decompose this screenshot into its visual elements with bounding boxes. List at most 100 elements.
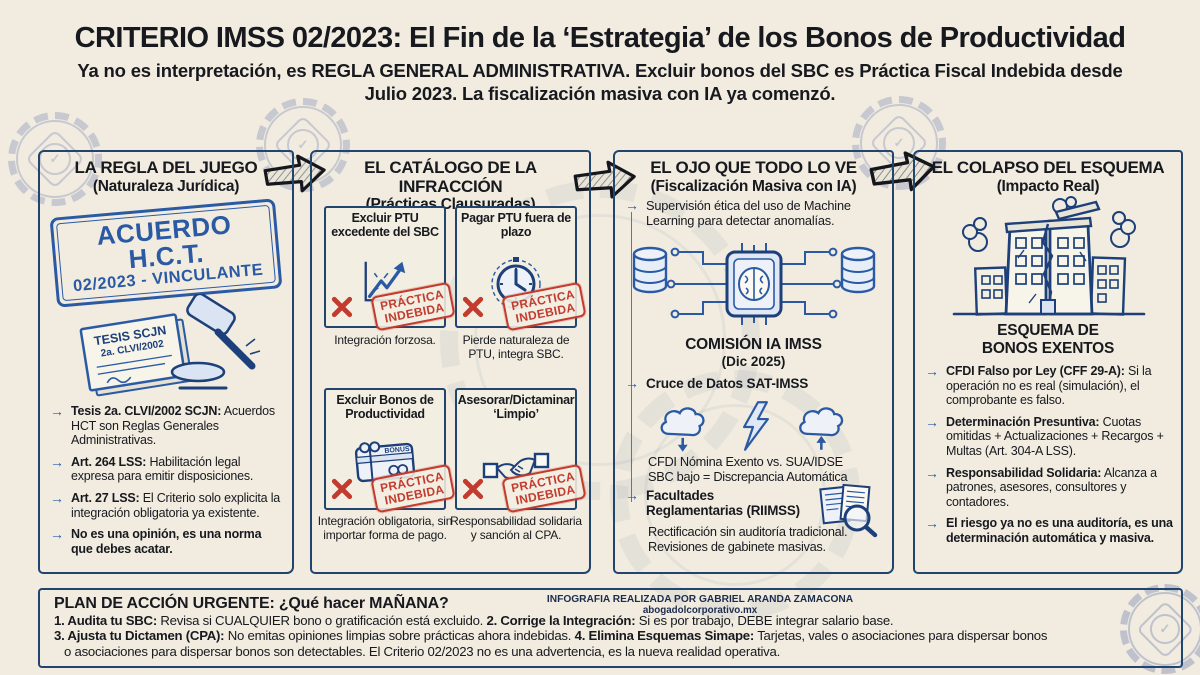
documents-magnifier-icon — [819, 483, 878, 538]
x-mark-icon — [331, 296, 353, 318]
arrow-right-icon: → — [925, 464, 939, 481]
credit-website: abogadolcorporativo.mx — [642, 605, 758, 616]
note-line2: Revisiones de gabinete masivas. — [648, 539, 826, 554]
action-text: o asociaciones para dispersar bonos son … — [64, 643, 781, 659]
cloud-upload-icon — [798, 407, 843, 450]
action-lead: 3. Ajusta tu Dictamen (CPA): — [54, 628, 225, 644]
acuerdo-hct-stamp: ACUERDO H.C.T. 02/2023 - VINCULANTE — [49, 198, 283, 308]
list-item: → No es una opinión, es una norma que de… — [50, 527, 286, 556]
bullet-text: Supervisión ética del uso de Machine Lea… — [646, 198, 851, 228]
list-item: → Responsabilidad Solidaria: Alcanza a p… — [925, 466, 1175, 510]
card-title: Excluir PTU excedente del SBC — [331, 211, 439, 239]
panel-title: LA REGLA DEL JUEGO (Naturaleza Jurídica) — [40, 158, 292, 195]
panel-title: EL OJO QUE TODO LO VE (Fiscalización Mas… — [615, 158, 892, 195]
bullet-lead: Art. 264 LSS: — [71, 454, 147, 469]
tesis-document-icon: TESIS SCJN 2a. CLVI/2002 — [79, 313, 193, 397]
arrow-right-icon: → — [50, 403, 64, 419]
note-line1: Rectificación sin auditoría tradicional. — [648, 524, 848, 539]
author-credit: INFOGRAFIA REALIZADA POR GABRIEL ARANDA … — [540, 594, 860, 616]
bullet-text: Determinación Presuntiva: Cuotas omitida… — [946, 415, 1175, 459]
bullet-text: CFDI Falso por Ley (CFF 29-A): Si la ope… — [946, 364, 1175, 408]
bullet-text: Art. 27 LSS: El Criterio solo explicita … — [71, 491, 286, 520]
card-caption: Integración obligatoria, sin importar fo… — [317, 514, 453, 542]
action-line: 3. Ajusta tu Dictamen (CPA): No emitas o… — [54, 628, 1167, 643]
x-mark-icon — [462, 478, 484, 500]
list-item: → Art. 27 LSS: El Criterio solo explicit… — [50, 491, 286, 520]
credit-author: INFOGRAFIA REALIZADA POR GABRIEL ARANDA … — [546, 594, 854, 605]
list-item: → Art. 264 LSS: Habilitación legal expre… — [50, 455, 286, 484]
bullet-text: Responsabilidad Solidaria: Alcanza a pat… — [946, 466, 1175, 510]
panel-subtitle-text: (Impacto Real) — [996, 177, 1100, 195]
bullet-lead: Art. 27 LSS: — [71, 490, 140, 505]
bullet-text: El riesgo ya no es una auditoría, es una… — [946, 516, 1175, 545]
arrow-right-icon: → — [50, 489, 64, 506]
page-title: CRITERIO IMSS 02/2023: El Fin de la ‘Est… — [74, 22, 1126, 54]
bullet-lead: Facultades Reglamentarias (RIIMSS) — [646, 488, 800, 518]
arrow-right-icon: → — [925, 363, 939, 379]
ai-commission-label: COMISIÓN IA IMSS — [685, 336, 822, 353]
data-cross-clouds-illustration — [660, 401, 843, 452]
panel-title-text: EL OJO QUE TODO LO VE — [650, 158, 857, 177]
panel-regla-del-juego: LA REGLA DEL JUEGO (Naturaleza Jurídica)… — [38, 150, 294, 574]
action-lead: 1. Audita tu SBC: — [54, 613, 157, 628]
bullet-text: No es una opinión, es una norma que debe… — [71, 527, 286, 556]
handshake-icon — [482, 452, 550, 480]
arrow-right-icon: → — [625, 375, 639, 391]
bullet-rest: Habilitación legal expresa para emitir d… — [71, 454, 254, 484]
bullet-text: Tesis 2a. CLVI/2002 SCJN: Acuerdos HCT s… — [71, 404, 286, 448]
list-item: → Determinación Presuntiva: Cuotas omiti… — [925, 415, 1175, 459]
lightning-icon — [742, 401, 769, 451]
key-points-list: → Tesis 2a. CLVI/2002 SCJN: Acuerdos HCT… — [50, 404, 286, 563]
bullet-rest: El Criterio solo explicita la integració… — [71, 490, 281, 520]
database-icon — [632, 246, 667, 294]
bullet-lead: No es una opinión, es una norma que debe… — [71, 527, 262, 556]
action-text: Tarjetas, vales o asociaciones para disp… — [754, 628, 1048, 644]
panel-title: EL COLAPSO DEL ESQUEMA (Impacto Real) — [915, 158, 1181, 195]
caption-line1: ESQUEMA DE — [997, 322, 1099, 339]
gavel-icon — [170, 294, 261, 390]
list-item: → Tesis 2a. CLVI/2002 SCJN: Acuerdos HCT… — [50, 404, 286, 448]
infraction-card-asesorar-limpio: Asesorar/Dictaminar ‘Limpio’ PRÁCTICA IN… — [455, 388, 587, 514]
arrow-right-icon: → — [925, 515, 939, 532]
card-title: Excluir Bonos de Productividad — [336, 393, 434, 421]
arrow-right-icon: → — [50, 526, 64, 543]
list-item: → Supervisión ética del uso de Machine L… — [625, 198, 886, 228]
panel-title-text: LA REGLA DEL JUEGO — [74, 158, 258, 177]
impact-list: → CFDI Falso por Ley (CFF 29-A): Si la o… — [925, 364, 1175, 553]
arrow-right-icon: → — [625, 487, 639, 503]
building-caption: ESQUEMA DE BONOS EXENTOS — [915, 322, 1181, 358]
infraction-cards-grid: Excluir PTU excedente del SBC PRÁCTICA I… — [318, 198, 587, 568]
card-caption: Pierde naturaleza de PTU, integra SBC. — [462, 333, 570, 361]
bullet-lead: Determinación Presuntiva: — [946, 414, 1100, 429]
flow-arrow-icon — [869, 151, 936, 192]
cloud-download-icon — [660, 407, 705, 452]
action-text: No emitas opiniones limpias sobre prácti… — [224, 628, 575, 644]
cloud-caption-line1: CFDI Nómina Exento vs. SUA/IDSE — [648, 454, 843, 469]
svg-text:BONUS: BONUS — [384, 446, 410, 455]
cloud-caption-line2: SBC bajo = Discrepancia Automática — [648, 469, 848, 484]
collapsing-building-illustration — [952, 196, 1146, 316]
bullet-rest: Alcanza a patrones, asesores, consultore… — [946, 465, 1157, 509]
infraction-card-pagar-ptu: Pagar PTU fuera de plazo PRÁCTICA INDEBI… — [455, 206, 587, 332]
infraction-card-excluir-ptu: Excluir PTU excedente del SBC PRÁCTICA I… — [324, 206, 456, 332]
card-title: Asesorar/Dictaminar ‘Limpio’ — [457, 393, 575, 421]
ai-chip-illustration — [632, 243, 875, 325]
x-mark-icon — [462, 296, 484, 318]
brain-chip-icon — [725, 250, 782, 318]
action-text: Revisa si CUALQUIER bono o gratificación… — [156, 613, 487, 628]
card-title: Pagar PTU fuera de plazo — [461, 211, 571, 239]
arrow-right-icon: → — [625, 197, 639, 213]
circuit-nodes — [666, 247, 841, 319]
infraction-card-excluir-bonos: Excluir Bonos de Productividad BONUS — [324, 388, 456, 514]
card-caption: Responsabilidad solidaria y sanción al C… — [450, 514, 582, 542]
action-lead: 4. Elimina Esquemas Simape: — [574, 628, 755, 644]
bullet-lead: Tesis 2a. CLVI/2002 SCJN: — [71, 404, 222, 418]
action-text: Si es por trabajo, DEBE integrar salario… — [635, 613, 894, 628]
bullet-rest: Cuotas omitidas + Actualizaciones + Reca… — [946, 414, 1164, 458]
action-line: o asociaciones para dispersar bonos son … — [54, 644, 1167, 659]
card-caption: Integración forzosa. — [334, 333, 436, 347]
bullet-connector — [631, 212, 632, 502]
bullet-lead: Responsabilidad Solidaria: — [946, 465, 1102, 480]
arrow-right-icon: → — [50, 453, 64, 470]
